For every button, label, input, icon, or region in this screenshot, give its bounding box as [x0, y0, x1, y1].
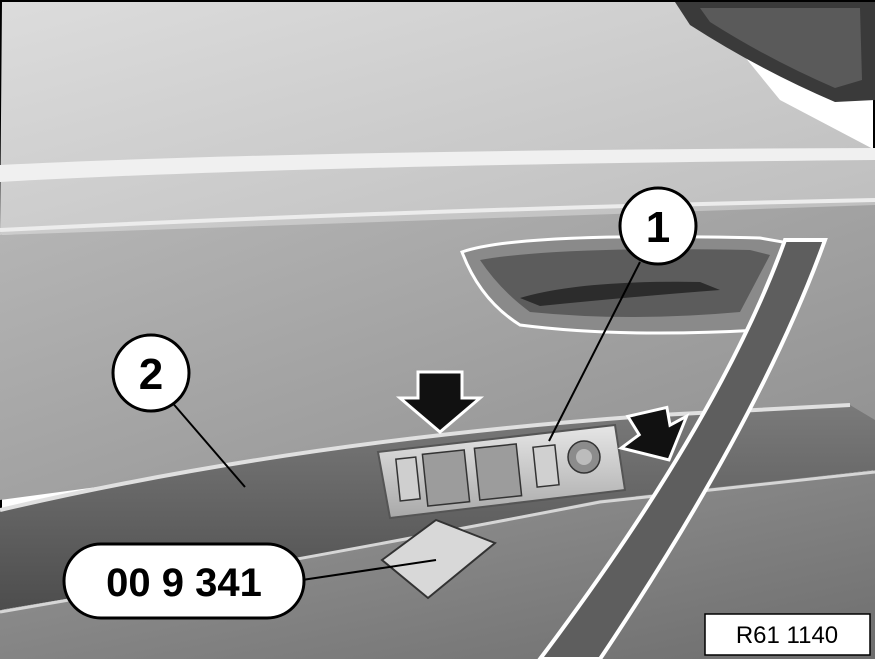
special-tool-wedge [380, 518, 497, 600]
callout-1-circle [618, 186, 698, 266]
tool-label-box [62, 542, 306, 620]
callout-1-number: 1 [646, 203, 670, 252]
upper-door-panel [0, 2, 875, 235]
callout-2-number: 2 [139, 350, 163, 399]
figure-reference-box [704, 613, 871, 656]
callout-2-circle [111, 333, 191, 413]
mirror-inner [700, 8, 862, 88]
grab-handle-strut [537, 238, 828, 659]
callout-1-leader [548, 261, 641, 442]
tool-label-text: 00 9 341 [106, 561, 262, 605]
middle-trim-edge [0, 198, 875, 232]
belt-line [0, 148, 875, 182]
window-switch-front-left [421, 449, 471, 507]
arrow-side [617, 405, 690, 462]
window-switch-front-right [473, 443, 523, 501]
switch-lock-button [395, 456, 421, 502]
mirror-adjust-knob-center [576, 449, 592, 465]
door-handle-lever [520, 281, 720, 306]
callout-2-leader [169, 399, 246, 488]
armrest-top-edge [0, 403, 851, 512]
tool-label-leader [301, 559, 437, 581]
mirror-select-switch [532, 444, 560, 488]
figure-reference-text: R61 1140 [736, 622, 838, 649]
arrow-down [395, 370, 485, 434]
